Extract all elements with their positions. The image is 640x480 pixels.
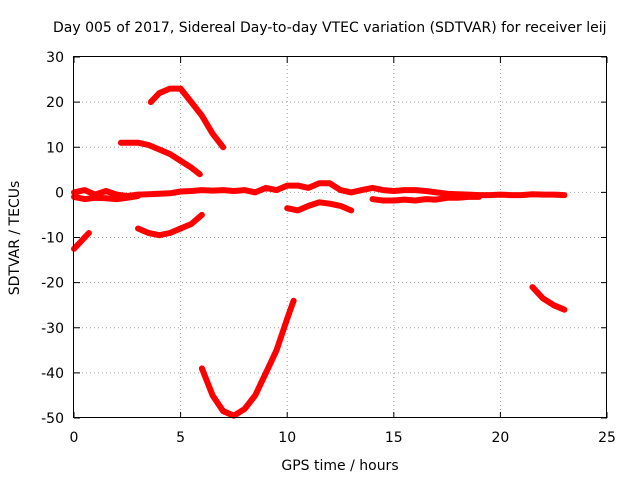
y-tick-label: 10 bbox=[46, 140, 64, 156]
y-tick-label: -40 bbox=[41, 366, 64, 382]
chart-title: Day 005 of 2017, Sidereal Day-to-day VTE… bbox=[53, 20, 607, 36]
y-tick-label: 20 bbox=[46, 95, 64, 111]
series-line-5 bbox=[117, 139, 203, 178]
x-tick-label: 10 bbox=[278, 430, 296, 446]
y-tick-label: 0 bbox=[55, 185, 64, 201]
x-tick-label: 5 bbox=[176, 430, 185, 446]
series-line-4 bbox=[147, 85, 227, 151]
series-line-6 bbox=[71, 230, 92, 252]
y-tick-label: -30 bbox=[41, 321, 64, 337]
x-tick-label: 15 bbox=[385, 430, 403, 446]
series-line-7 bbox=[135, 211, 205, 239]
x-tick-label: 25 bbox=[598, 430, 616, 446]
x-tick-label: 0 bbox=[70, 430, 79, 446]
series-line-2 bbox=[71, 193, 141, 203]
series-layer bbox=[71, 85, 568, 419]
series-line-3 bbox=[369, 193, 483, 204]
y-axis-label: SDTVAR / TECUs bbox=[7, 181, 23, 296]
series-line-9 bbox=[198, 297, 297, 419]
x-tick-label: 20 bbox=[491, 430, 509, 446]
series-line-8 bbox=[284, 199, 355, 214]
y-tick-label: -20 bbox=[41, 276, 64, 292]
y-tick-label: 30 bbox=[46, 50, 64, 66]
grid-layer bbox=[74, 57, 607, 418]
y-tick-label: -50 bbox=[41, 411, 64, 427]
x-axis-label: GPS time / hours bbox=[281, 458, 398, 474]
y-tick-label: -10 bbox=[41, 231, 64, 247]
plot-frame bbox=[73, 56, 607, 418]
series-line-10 bbox=[529, 284, 568, 313]
series-line-1 bbox=[71, 180, 568, 199]
ticks-layer: 0 5 10 15 20 25 30 20 10 0 -10 -20 -30 -40 -50 bbox=[41, 50, 616, 446]
